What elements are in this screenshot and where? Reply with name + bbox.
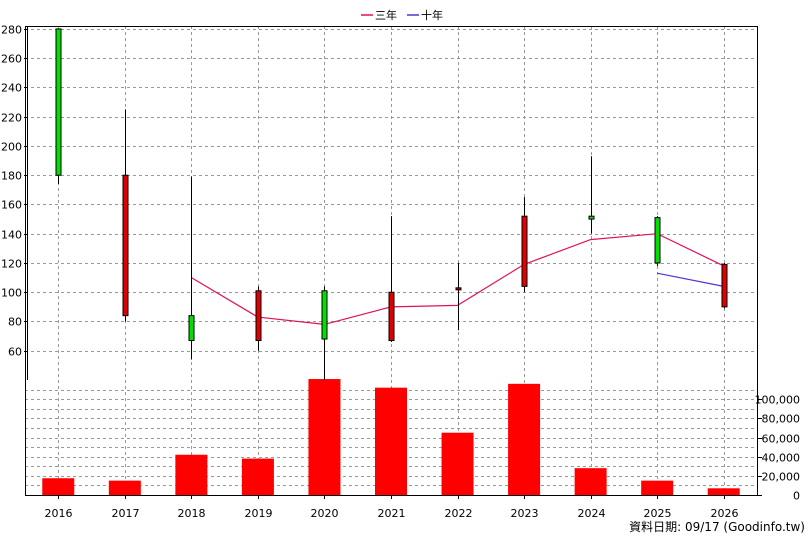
x-tick-label: 2022 [445, 507, 473, 520]
price-tick-label: 180 [1, 170, 22, 183]
x-tick-label: 2026 [711, 507, 739, 520]
candle-body [588, 215, 595, 220]
candle-body [188, 315, 195, 342]
candle-body [521, 215, 528, 287]
volume-bar [641, 480, 674, 495]
x-tick-label: 2016 [45, 507, 73, 520]
volume-y-axis: 0 20,000 40,000 60,000 80,000 100,000 [755, 380, 801, 503]
x-tick-label: 2023 [511, 507, 539, 520]
price-tick-label: 120 [1, 258, 22, 271]
volume-bar [441, 432, 474, 495]
x-tick-label: 2020 [311, 507, 339, 520]
price-y-axis: 60 80 100 120 140 160 180 200 220 240 260 280 [1, 24, 28, 380]
candle-body [55, 28, 62, 176]
x-tick-label: 2019 [245, 507, 273, 520]
price-tick-label: 240 [1, 82, 22, 95]
price-tick-label: 80 [8, 316, 22, 329]
price-tick-label: 140 [1, 229, 22, 242]
volume-bar [375, 387, 407, 495]
plot-frame [25, 26, 758, 496]
volume-bar [175, 454, 208, 495]
candle-body [255, 290, 262, 342]
volume-bar [574, 468, 607, 495]
volume-bar [241, 458, 274, 495]
volume-tick-label: 40,000 [762, 452, 801, 465]
moving-average-lines [191, 233, 724, 326]
moving-average-line [191, 233, 724, 326]
candle-body [654, 217, 661, 264]
candle-body [455, 287, 462, 291]
candle-body [122, 174, 129, 317]
price-tick-label: 200 [1, 141, 22, 154]
x-tick-label: 2025 [644, 507, 672, 520]
candle-body [388, 291, 395, 342]
legend: 三年 十年 [361, 8, 443, 22]
volume-tick-label: 0 [793, 490, 800, 503]
candle-body [721, 263, 728, 308]
price-tick-label: 160 [1, 199, 22, 212]
volume-tick-label: 100,000 [755, 394, 801, 407]
moving-average-line [657, 272, 724, 287]
volume-bar [508, 383, 541, 495]
volume-tick-label: 60,000 [762, 433, 801, 446]
volume-bar [42, 478, 75, 495]
x-tick-label: 2018 [178, 507, 206, 520]
price-tick-label: 60 [8, 346, 22, 359]
volume-tick-label: 80,000 [762, 413, 801, 426]
x-tick-label: 2017 [112, 507, 140, 520]
price-tick-label: 260 [1, 53, 22, 66]
x-axis: 2016 2017 2018 2019 2020 2021 2022 2023 2024 2025… [45, 495, 739, 520]
volume-bars [42, 379, 740, 495]
candle-body [321, 290, 328, 340]
volume-tick-label: 20,000 [762, 471, 801, 484]
legend-label-10y: 十年 [421, 8, 443, 22]
x-tick-label: 2024 [578, 507, 606, 520]
legend-label-3y: 三年 [375, 8, 397, 22]
x-tick-label: 2021 [378, 507, 406, 520]
candles [55, 28, 728, 380]
source-label: 資料日期: 09/17 (Goodinfo.tw) [629, 520, 805, 534]
price-tick-label: 280 [1, 24, 22, 37]
price-tick-label: 100 [1, 287, 22, 300]
volume-bar [308, 379, 341, 495]
volume-bar [707, 488, 740, 495]
price-tick-label: 220 [1, 112, 22, 125]
volume-bar [108, 480, 141, 495]
